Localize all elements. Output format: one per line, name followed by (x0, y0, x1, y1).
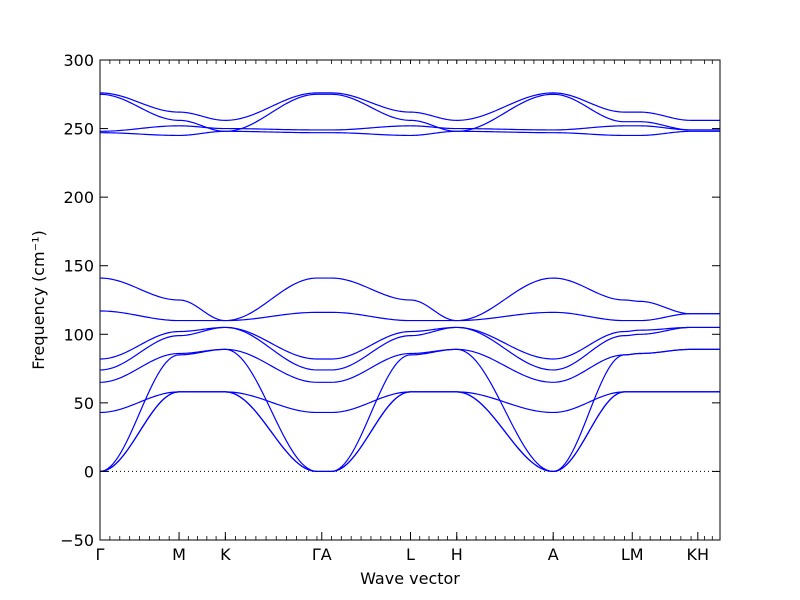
y-tick-label: 50 (74, 394, 94, 413)
x-tick-label: Γ (96, 545, 105, 564)
x-tick-label: LM (621, 545, 644, 564)
y-tick-label: 150 (63, 257, 94, 276)
phonon-branch-4 (99, 391, 720, 414)
x-axis-label: Wave vector (360, 569, 460, 588)
x-tick-label: M (172, 545, 186, 564)
x-tick-label: H (451, 545, 463, 564)
axes: −50 0 50 100 150 200 250 300 Γ M K ΓA L H A LM KH (60, 51, 721, 564)
phonon-branch-5 (99, 348, 720, 383)
phonon-branch-12 (99, 93, 720, 132)
y-tick-label: 300 (63, 51, 94, 70)
phonon-branch-7 (99, 326, 720, 360)
y-axis-label: Frequency (cm⁻¹) (29, 230, 48, 369)
y-tick-label: 0 (84, 462, 94, 481)
x-tick-label: K (220, 545, 231, 564)
x-tick-label: KH (687, 545, 710, 564)
y-tick-label: −50 (60, 531, 94, 550)
y-tick-label: 100 (63, 325, 94, 344)
x-tick-label: ΓA (312, 545, 332, 564)
phonon-branch-13 (99, 92, 720, 121)
plot-area (99, 92, 720, 473)
y-tick-label: 250 (63, 120, 94, 139)
x-tick-label: L (406, 545, 415, 564)
y-tick-label: 200 (63, 188, 94, 207)
phonon-branch-9 (99, 277, 720, 322)
x-tick-label: A (548, 545, 559, 564)
